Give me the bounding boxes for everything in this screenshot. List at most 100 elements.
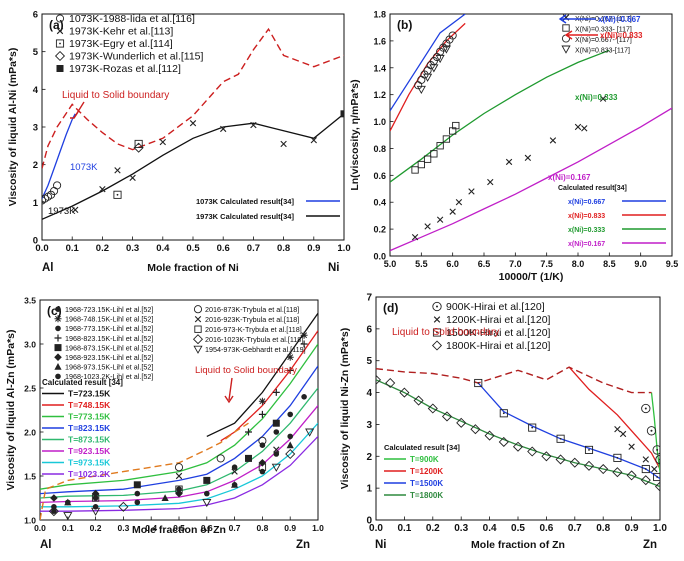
plot-frame bbox=[41, 13, 345, 241]
legend-entry: 1968-748.15K-Lihl et al.[52] bbox=[65, 315, 153, 324]
line-legend-entry: T=900K bbox=[410, 455, 439, 464]
plot-frame bbox=[375, 296, 661, 521]
data-point bbox=[474, 378, 483, 388]
data-point bbox=[133, 481, 141, 489]
data-point-dot bbox=[644, 407, 647, 410]
legend-entry: 1954-973K-Gebhardt et al.[119] bbox=[205, 345, 306, 354]
data-point bbox=[189, 120, 197, 127]
data-point-dot bbox=[116, 193, 119, 196]
line-legend-entry: T=1200K bbox=[410, 467, 443, 476]
x-tick-label: 0.3 bbox=[117, 523, 129, 533]
line-legend-entry: T=973.15K bbox=[68, 458, 111, 468]
data-point-dot bbox=[477, 382, 480, 384]
panel-label: (b) bbox=[397, 18, 412, 32]
y-tick-label: 6 bbox=[366, 324, 372, 335]
data-point-dot bbox=[616, 456, 619, 459]
data-point bbox=[445, 35, 454, 44]
x-tick-label: 0.6 bbox=[201, 523, 213, 533]
x-tick-label: 0.9 bbox=[307, 243, 320, 254]
data-point bbox=[272, 419, 280, 427]
series-line-t-823-15k bbox=[40, 365, 318, 495]
x-tick-label: 0.7 bbox=[229, 523, 241, 533]
line-legend-entry: T=723.15K bbox=[68, 389, 111, 399]
data-point bbox=[654, 481, 660, 492]
data-point bbox=[468, 188, 475, 195]
legend-entry: 1968-973.15K-Lihl et al.[52] bbox=[65, 363, 153, 372]
y-tick-label: 1.4 bbox=[373, 63, 386, 73]
y-tick-label: 1.0 bbox=[373, 117, 386, 127]
panel-a: 0.0 0.1 0.2 0.3 0.4 0.5 0.6 0.7 0.8 0.9 1.0 0 1 2 3 4 5 6… bbox=[7, 10, 351, 275]
data-point bbox=[118, 501, 129, 512]
data-point bbox=[51, 508, 57, 514]
data-point bbox=[271, 463, 281, 472]
annotation: Liquid to Solid boundary bbox=[62, 90, 169, 101]
legend-marker-dot bbox=[436, 331, 438, 334]
data-point bbox=[416, 85, 426, 95]
data-point bbox=[439, 43, 448, 52]
data-point bbox=[456, 417, 467, 428]
data-point bbox=[436, 216, 444, 223]
data-point bbox=[641, 403, 651, 414]
data-point bbox=[91, 494, 100, 502]
data-point bbox=[259, 468, 266, 475]
line-legend-entry: 1973K Calculated result[34] bbox=[196, 212, 294, 221]
data-point bbox=[258, 459, 267, 467]
data-point-box bbox=[613, 453, 622, 462]
y-tick-label: 0.6 bbox=[373, 171, 386, 181]
data-point-box bbox=[474, 378, 483, 388]
series-line-x-ni-0-167 bbox=[390, 107, 672, 252]
x-tick-label: 0.6 bbox=[217, 243, 230, 254]
data-point bbox=[512, 441, 524, 452]
annotation: 1073K bbox=[70, 162, 98, 173]
legend-entry: 1973K-Wunderlich et al.[115] bbox=[69, 51, 204, 63]
legend-marker bbox=[433, 316, 441, 323]
data-point bbox=[231, 481, 239, 488]
data-point bbox=[286, 441, 294, 449]
data-point bbox=[273, 451, 280, 457]
x-tick-label: 5.0 bbox=[384, 259, 397, 269]
data-point bbox=[258, 436, 267, 445]
data-point bbox=[301, 394, 307, 400]
data-point bbox=[50, 494, 58, 502]
data-point bbox=[528, 423, 537, 432]
data-point bbox=[258, 463, 267, 471]
legend-entry: 1800K-Hirai et al.[120] bbox=[446, 340, 551, 352]
data-point bbox=[286, 366, 294, 374]
data-point bbox=[626, 470, 637, 481]
data-point bbox=[487, 178, 494, 186]
y-tick-label: 5 bbox=[33, 47, 39, 58]
series-points-1968-823-15k-lihl-et-al-52 bbox=[245, 340, 308, 436]
legend-entry: X(Ni)=0.167- [117] bbox=[575, 16, 632, 23]
data-point bbox=[612, 467, 623, 478]
data-point bbox=[442, 39, 451, 48]
legend-entry: 2016-1023K-Trybula et al.[118] bbox=[205, 335, 303, 344]
element-end-label: Al bbox=[40, 539, 52, 551]
data-point bbox=[583, 460, 595, 471]
legend-marker-box bbox=[55, 39, 65, 48]
y-tick-label: 3 bbox=[366, 420, 372, 431]
x-tick-label: 0.9 bbox=[625, 523, 639, 534]
line-legend-entry: 1073K Calculated result[34] bbox=[196, 197, 294, 206]
series-points-1973k-rozas-et-al-112 bbox=[340, 110, 344, 118]
legend-marker bbox=[432, 328, 442, 337]
x-axis-label: Mole fraction of Ni bbox=[147, 262, 239, 274]
panel-b: 5.0 5.5 6.0 6.5 7.0 7.5 8.0 8.5 9.0 9.5 0.0 0.2 0.4 0… bbox=[349, 10, 678, 284]
series-points-2016-873k-trybula-et-al-118 bbox=[174, 436, 267, 472]
data-point bbox=[231, 468, 238, 475]
legend-marker-dot bbox=[436, 305, 438, 308]
data-point bbox=[652, 445, 660, 455]
plot-frame bbox=[39, 299, 319, 521]
y-tick-label: 0 bbox=[366, 516, 372, 527]
x-tick-label: 0.4 bbox=[483, 523, 497, 534]
data-point bbox=[640, 475, 651, 486]
series-line-t-1200k bbox=[568, 366, 660, 470]
annotation: x(Ni)=0.833 bbox=[600, 31, 643, 40]
legend-marker-dot bbox=[59, 42, 61, 45]
y-tick-label: 6 bbox=[33, 10, 38, 21]
series-line-1973k-calculated-result-34 bbox=[42, 113, 344, 220]
x-tick-label: 9.5 bbox=[666, 259, 679, 269]
data-point bbox=[436, 142, 444, 150]
data-point bbox=[300, 340, 308, 348]
line-legend-entry: T=873.15K bbox=[68, 435, 111, 445]
y-tick-label: 1.8 bbox=[373, 10, 386, 20]
